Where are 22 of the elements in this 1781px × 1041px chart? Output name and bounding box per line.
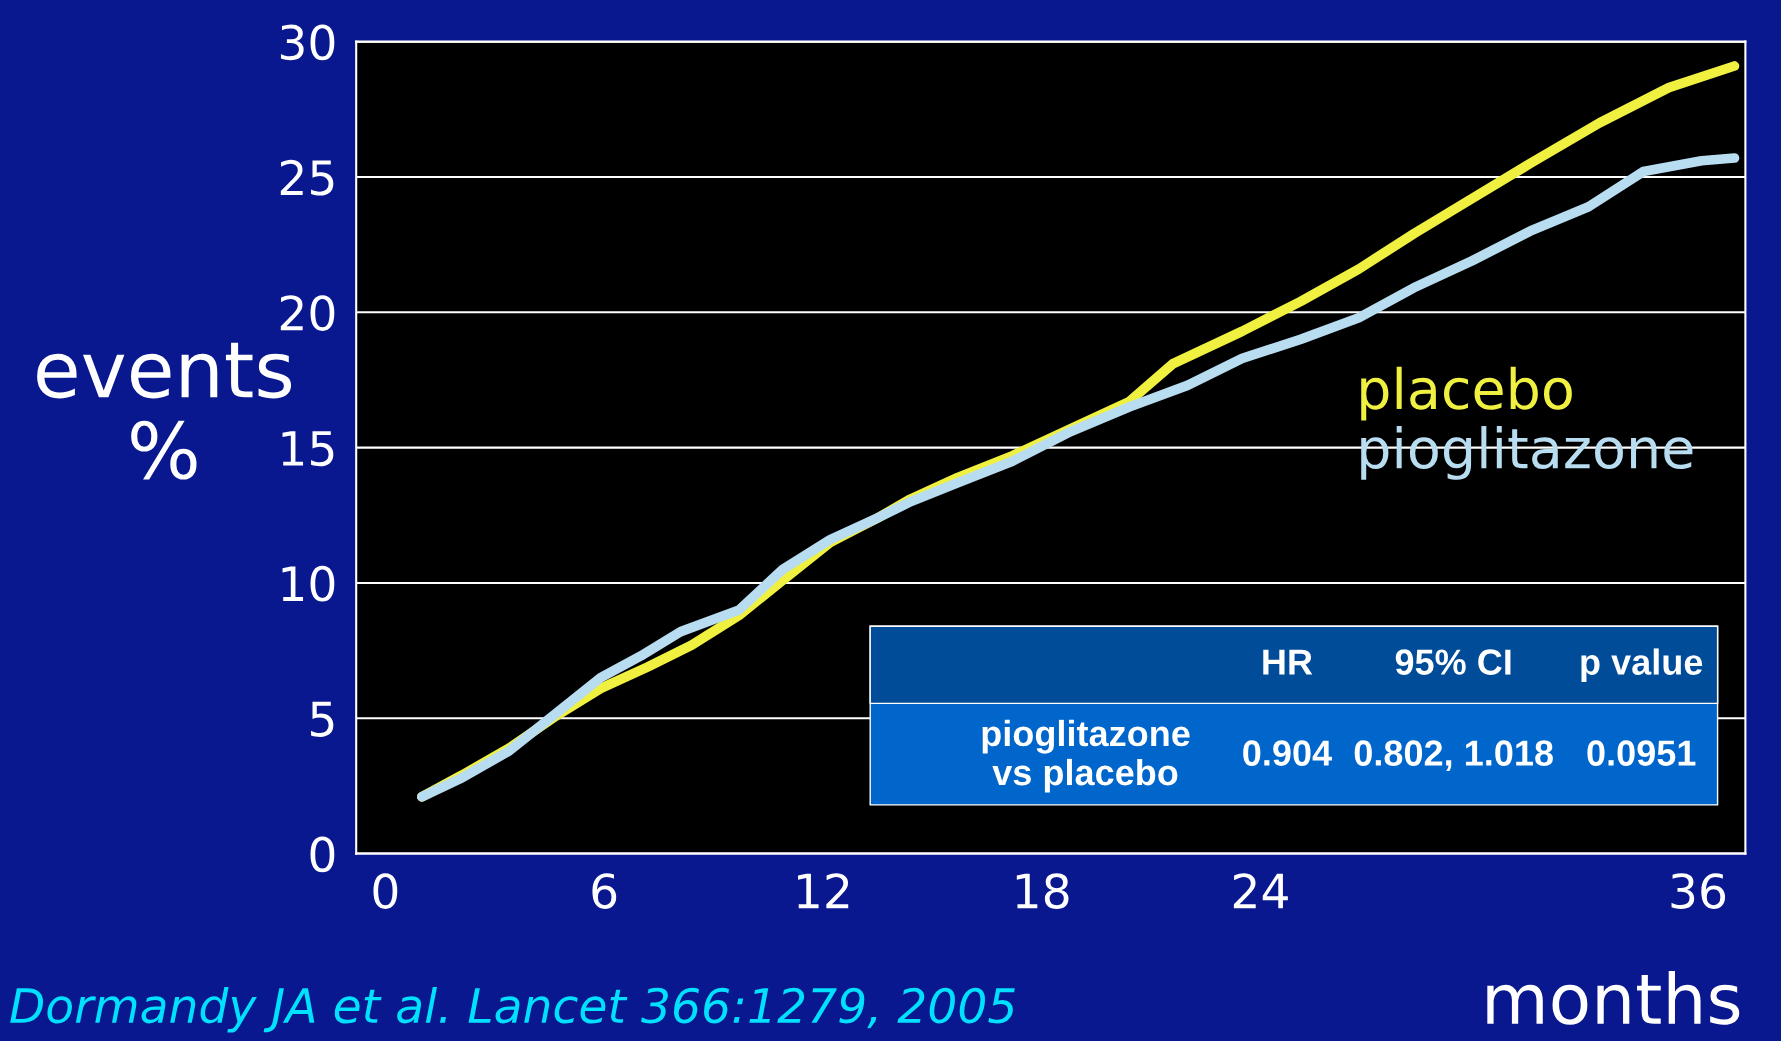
- annotation: p value: [1581, 648, 1703, 683]
- x-tick-label: 6: [592, 873, 617, 909]
- annotation: pioglitazone vs placebo: [982, 719, 1190, 793]
- annotation: 0.904: [1243, 740, 1332, 766]
- annotation: 0.802, 1.018: [1354, 740, 1553, 772]
- series-label: placebo: [1361, 366, 1572, 421]
- y-tick-label: 5: [311, 701, 334, 737]
- y-tick-label: 30: [280, 24, 335, 61]
- x-tick-label: 12: [798, 873, 849, 909]
- x-axis-title: months: [1487, 970, 1740, 1025]
- y-tick-label: 25: [280, 159, 334, 196]
- x-tick-label: 24: [1233, 873, 1288, 909]
- annotation: 0.0951: [1587, 740, 1696, 766]
- text: Dormandy JA et al. Lancet 366:1279, 2005: [10, 986, 1015, 1033]
- y-tick-label: 20: [280, 295, 335, 331]
- annotation: 95% CI: [1395, 649, 1511, 675]
- x-tick-label: 36: [1671, 873, 1726, 909]
- annotation: HR: [1263, 649, 1313, 675]
- x-tick-label: 0: [373, 873, 398, 909]
- y-tick-label: 0: [310, 836, 335, 873]
- x-tick-label: 18: [1016, 873, 1069, 909]
- y-tick-label: 10: [282, 565, 335, 602]
